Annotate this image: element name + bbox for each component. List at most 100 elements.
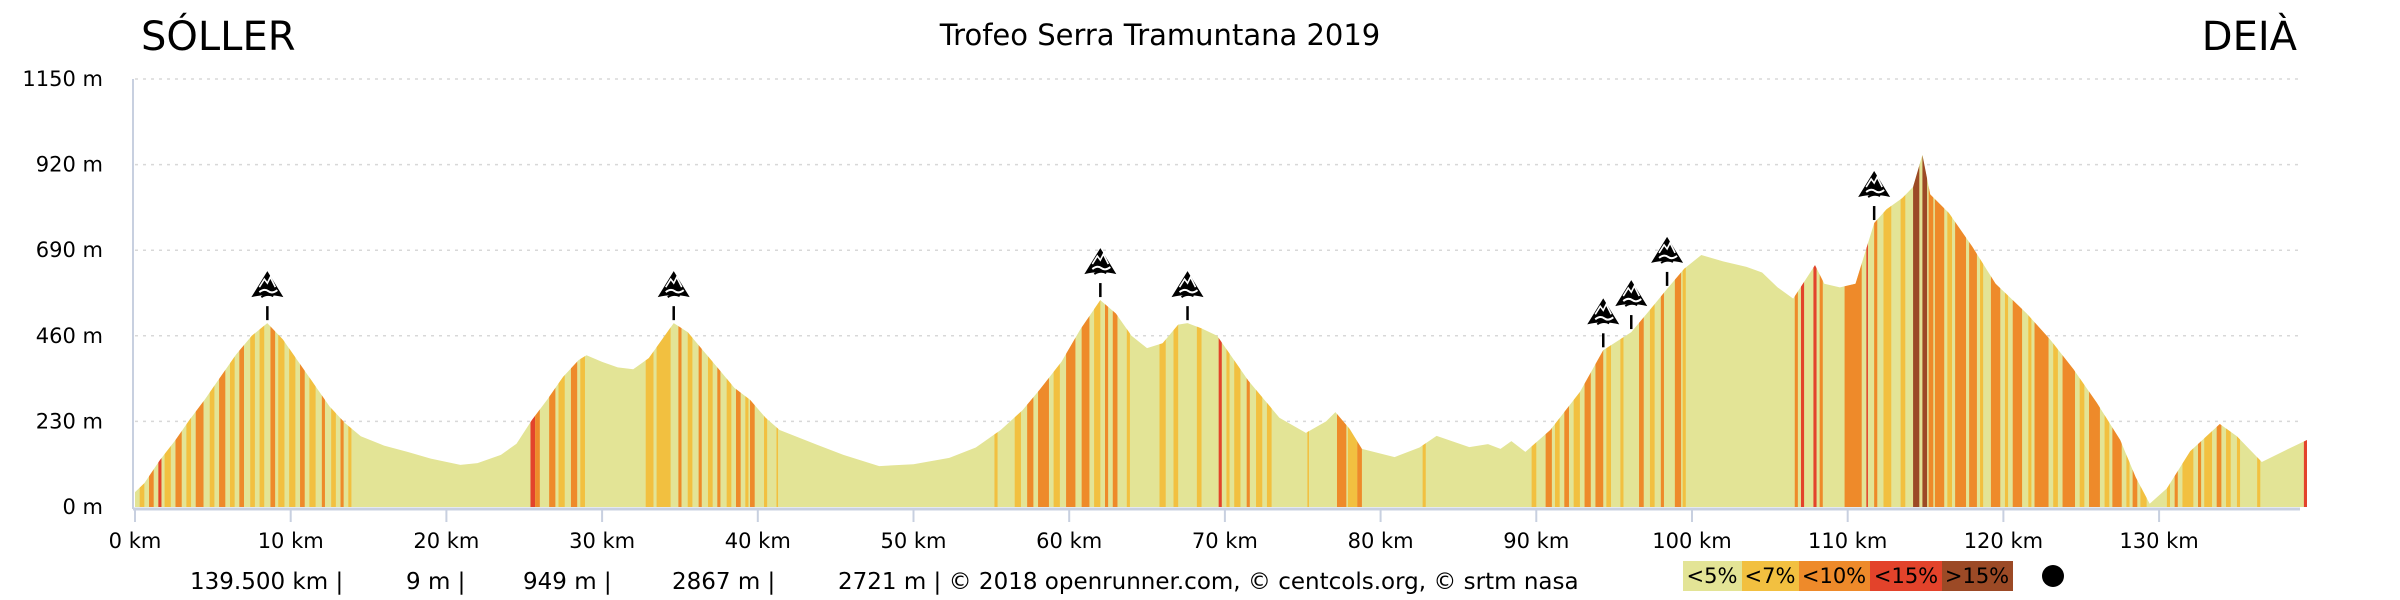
legend-swatch <box>1683 561 1742 591</box>
x-tick-label: 80 km <box>1348 529 1414 553</box>
elevation-loss-and-credits: 2721 m | © 2018 openrunner.com, © centco… <box>838 569 1579 595</box>
legend-swatch <box>1799 561 1870 591</box>
mountain-pass-icon <box>1171 271 1204 298</box>
legend-label: <15% <box>1874 564 1938 588</box>
gradient-band <box>250 154 255 507</box>
gradient-band <box>229 154 235 507</box>
gradient-band <box>1649 154 1655 507</box>
x-tick-label: 10 km <box>258 529 324 553</box>
gradient-band <box>139 154 145 507</box>
y-tick-label: 1150 m <box>22 67 103 91</box>
gradient-band <box>1969 154 1977 507</box>
gradient-band <box>1980 154 1984 507</box>
gradient-band <box>1794 154 1798 507</box>
gradient-band <box>309 154 316 507</box>
gradient-band <box>1094 154 1101 507</box>
y-axis-tick-labels: 1150 m 920 m 690 m 460 m 230 m 0 m <box>22 67 103 519</box>
summit-marker <box>1858 171 1891 221</box>
gradient-band <box>750 154 755 507</box>
legend-swatch <box>1942 561 2013 591</box>
gradient-band <box>687 154 693 507</box>
x-tick-label: 60 km <box>1036 529 1102 553</box>
mountain-pass-icon <box>1651 236 1684 264</box>
x-tick-label: 0 km <box>109 529 162 553</box>
gradient-band <box>1112 154 1118 507</box>
gradient-band <box>331 154 336 507</box>
legend-swatch <box>1870 561 1942 591</box>
gradient-band <box>580 154 585 507</box>
gradient-band <box>2028 154 2032 507</box>
gradient-legend: <5% <7% <10% <15% >15% <box>1683 561 2064 591</box>
gradient-band <box>645 154 654 507</box>
gradient-band <box>1081 154 1090 507</box>
legend-item-lt7: <7% <box>1742 561 1799 591</box>
mountain-pass-icon <box>251 271 284 298</box>
x-tick-label: 40 km <box>725 529 791 553</box>
gradient-band <box>1584 154 1591 507</box>
gradient-band <box>1053 154 1060 507</box>
gradient-band <box>186 154 192 507</box>
gradient-band <box>289 154 296 507</box>
gradient-band <box>2226 154 2231 507</box>
gradient-band <box>707 154 713 507</box>
gradient-band <box>2004 154 2009 507</box>
gradient-band <box>1639 154 1644 507</box>
legend-item-lt15: <15% <box>1870 561 1942 591</box>
gradient-band <box>2126 154 2130 507</box>
gradient-band <box>209 154 215 507</box>
gradient-band <box>1955 154 1967 507</box>
gradient-band <box>678 154 682 507</box>
gradient-band <box>530 154 536 507</box>
gradient-band <box>1105 154 1109 507</box>
gradient-band <box>1595 154 1604 507</box>
x-tick-label: 90 km <box>1503 529 1569 553</box>
y-tick-label: 920 m <box>36 153 103 177</box>
gradient-band <box>2198 154 2202 507</box>
gradient-band <box>1014 154 1021 507</box>
x-axis-ticks: 0 km 10 km 20 km 30 km 40 km 50 km 60 km 70 km 8… <box>109 509 2199 553</box>
gradient-band <box>2140 154 2147 507</box>
gradient-band <box>2204 154 2213 507</box>
gradient-band <box>1038 154 1049 507</box>
gradient-band <box>1674 154 1682 507</box>
mountain-pass-icon <box>657 271 690 298</box>
gradient-band <box>1218 154 1222 507</box>
gradient-band <box>776 154 779 507</box>
gradient-band <box>158 154 162 507</box>
gradient-band <box>2236 154 2241 507</box>
x-tick-label: 30 km <box>569 529 635 553</box>
gradient-band <box>2216 154 2222 507</box>
gradient-band <box>219 154 226 507</box>
gradient-band <box>278 154 285 507</box>
legend-label: <7% <box>1745 564 1796 588</box>
end-place-label: DEIÀ <box>2202 12 2298 60</box>
gradient-band <box>2303 154 2307 507</box>
y-tick-label: 0 m <box>63 495 104 519</box>
mountain-pass-icon <box>1084 248 1117 275</box>
gradient-band <box>1226 154 1230 507</box>
gradient-band <box>2166 154 2170 507</box>
gradient-band <box>2104 154 2110 507</box>
gradient-band <box>1928 154 1934 507</box>
gradient-band <box>1606 154 1612 507</box>
gradient-band <box>270 154 276 507</box>
gradient-band <box>2062 154 2076 507</box>
gradient-band <box>239 154 244 507</box>
gradient-band <box>2112 154 2122 507</box>
gradient-band <box>1266 154 1272 507</box>
summit-marker <box>1651 236 1684 286</box>
x-tick-label: 120 km <box>1964 529 2043 553</box>
gradient-band <box>321 154 325 507</box>
chart-title: Trofeo Serra Tramuntana 2019 <box>939 18 1381 52</box>
x-tick-label: 20 km <box>413 529 479 553</box>
gradient-band <box>1844 154 1862 507</box>
legend-item-gt15: >15% <box>1942 561 2013 591</box>
mountain-pass-icon <box>1587 298 1620 326</box>
legend-swatch <box>1742 561 1799 591</box>
gradient-band <box>1874 154 1878 507</box>
gradient-band <box>1800 154 1805 507</box>
gradient-band <box>1545 154 1552 507</box>
gradient-band <box>2257 154 2261 507</box>
gradient-band <box>1620 154 1624 507</box>
gradient-band <box>340 154 344 507</box>
